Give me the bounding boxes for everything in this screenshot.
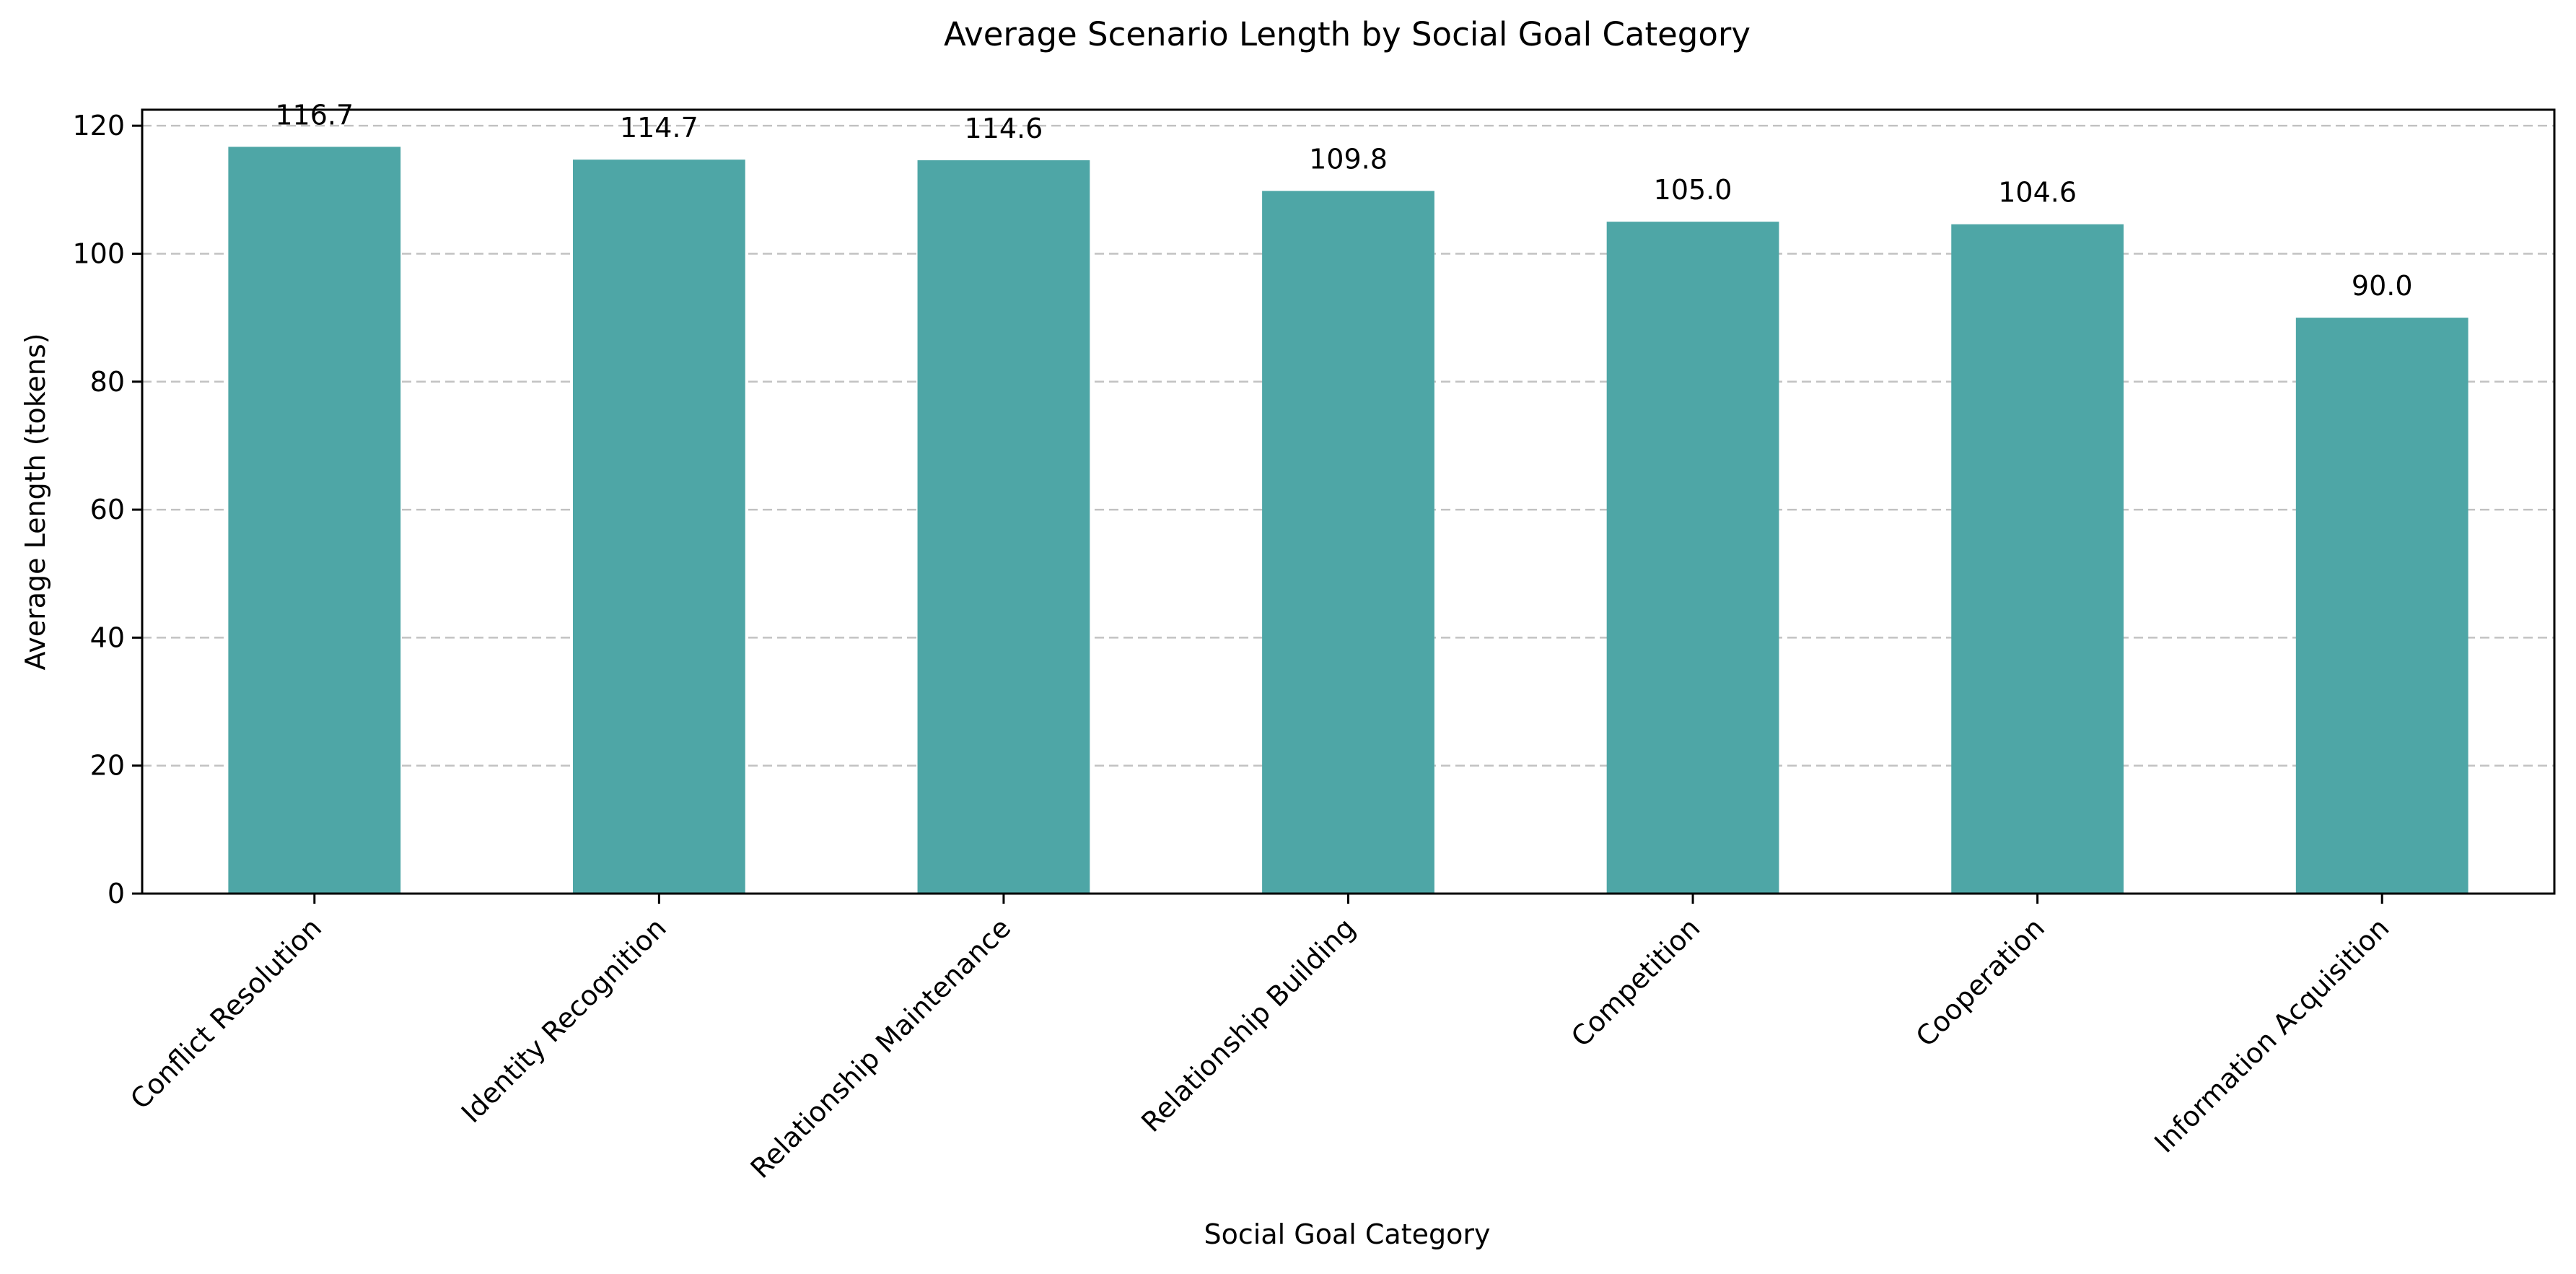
y-tick-label: 60 xyxy=(90,494,125,525)
y-tick-label: 80 xyxy=(90,366,125,398)
y-tick-label: 100 xyxy=(72,237,125,269)
x-tick-label: Competition xyxy=(1565,912,1707,1053)
bar-2 xyxy=(917,160,1090,894)
data-label-6: 90.0 xyxy=(2352,270,2413,302)
x-tick-label: Relationship Maintenance xyxy=(745,912,1017,1184)
bar-1 xyxy=(572,160,745,894)
bar-3 xyxy=(1262,191,1434,894)
bar-4 xyxy=(1606,222,1779,894)
y-tick-label: 40 xyxy=(90,621,125,653)
data-label-3: 109.8 xyxy=(1309,144,1388,175)
y-tick-label: 20 xyxy=(90,750,125,782)
y-axis-ticks: 0 20 40 60 80 100 120 xyxy=(72,110,142,909)
y-tick-label: 120 xyxy=(72,110,125,141)
y-axis-label: Average Length (tokens) xyxy=(19,333,51,671)
data-label-2: 114.6 xyxy=(965,113,1043,144)
bar-5 xyxy=(1951,224,2124,894)
x-tick-label: Information Acquisition xyxy=(2148,912,2395,1159)
x-tick-label: Identity Recognition xyxy=(455,912,673,1129)
data-labels: 116.7 114.7 114.6 109.8 105.0 104.6 90.0 xyxy=(275,99,2412,302)
data-label-1: 114.7 xyxy=(620,112,698,144)
y-tick-label: 0 xyxy=(108,878,125,909)
bars xyxy=(228,147,2468,894)
chart-title: Average Scenario Length by Social Goal C… xyxy=(944,15,1751,53)
data-label-5: 104.6 xyxy=(1998,177,2077,209)
data-label-4: 105.0 xyxy=(1654,174,1732,206)
x-tick-label: Cooperation xyxy=(1910,912,2051,1052)
bar-6 xyxy=(2295,318,2468,894)
x-tick-label: Conflict Resolution xyxy=(124,912,328,1115)
x-axis-label: Social Goal Category xyxy=(1204,1218,1491,1250)
x-axis-ticks: Conflict Resolution Identity Recognition R… xyxy=(124,894,2396,1184)
bar-0 xyxy=(228,147,401,894)
x-tick-label: Relationship Building xyxy=(1135,912,1362,1138)
data-label-0: 116.7 xyxy=(275,99,354,131)
